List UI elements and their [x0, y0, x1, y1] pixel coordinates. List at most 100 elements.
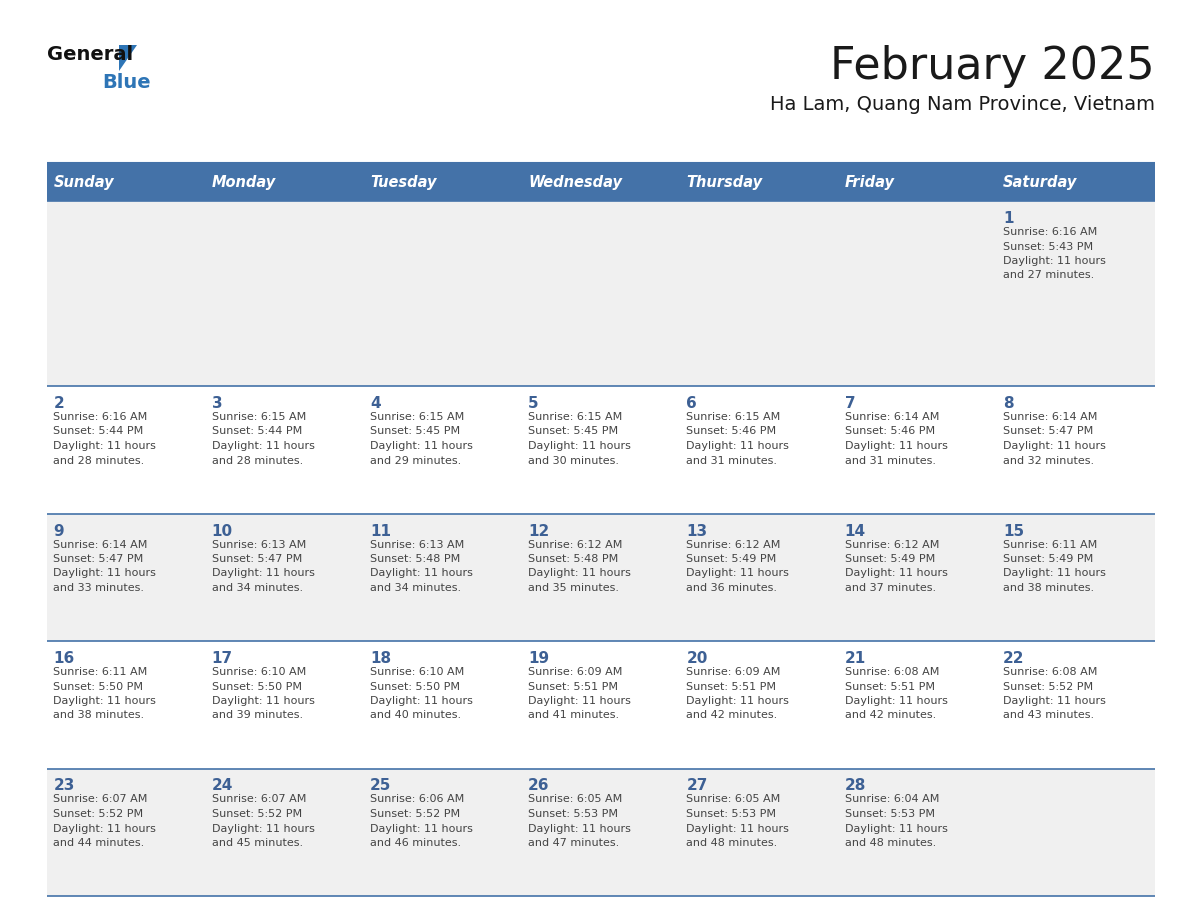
Text: Daylight: 11 hours: Daylight: 11 hours	[53, 823, 156, 834]
Text: 26: 26	[529, 778, 550, 793]
Text: 27: 27	[687, 778, 708, 793]
Text: Sunset: 5:51 PM: Sunset: 5:51 PM	[529, 681, 618, 691]
Text: Daylight: 11 hours: Daylight: 11 hours	[211, 568, 315, 578]
Text: Daylight: 11 hours: Daylight: 11 hours	[529, 696, 631, 706]
Text: and 34 minutes.: and 34 minutes.	[211, 583, 303, 593]
Text: Sunrise: 6:11 AM: Sunrise: 6:11 AM	[1003, 540, 1098, 550]
Bar	[48, 768, 1155, 896]
Text: Sunset: 5:47 PM: Sunset: 5:47 PM	[211, 554, 302, 564]
Text: Daylight: 11 hours: Daylight: 11 hours	[1003, 256, 1106, 266]
Bar	[48, 386, 1155, 513]
Text: Sunday: Sunday	[53, 174, 114, 189]
Text: 2: 2	[53, 396, 64, 411]
Text: and 33 minutes.: and 33 minutes.	[53, 583, 144, 593]
Text: Sunrise: 6:15 AM: Sunrise: 6:15 AM	[687, 412, 781, 422]
Text: 15: 15	[1003, 523, 1024, 539]
Text: Daylight: 11 hours: Daylight: 11 hours	[687, 696, 789, 706]
Text: and 30 minutes.: and 30 minutes.	[529, 455, 619, 465]
Text: Sunset: 5:51 PM: Sunset: 5:51 PM	[845, 681, 935, 691]
Text: Sunrise: 6:08 AM: Sunrise: 6:08 AM	[1003, 667, 1098, 677]
Text: and 41 minutes.: and 41 minutes.	[529, 711, 619, 721]
Text: Sunrise: 6:09 AM: Sunrise: 6:09 AM	[687, 667, 781, 677]
Text: Sunset: 5:46 PM: Sunset: 5:46 PM	[687, 427, 777, 436]
Text: 4: 4	[369, 396, 380, 411]
Text: Daylight: 11 hours: Daylight: 11 hours	[845, 568, 948, 578]
Text: Daylight: 11 hours: Daylight: 11 hours	[687, 568, 789, 578]
Text: 28: 28	[845, 778, 866, 793]
Text: Daylight: 11 hours: Daylight: 11 hours	[1003, 568, 1106, 578]
Text: Sunset: 5:45 PM: Sunset: 5:45 PM	[529, 427, 618, 436]
Text: and 34 minutes.: and 34 minutes.	[369, 583, 461, 593]
Text: Daylight: 11 hours: Daylight: 11 hours	[369, 823, 473, 834]
Text: and 42 minutes.: and 42 minutes.	[845, 711, 936, 721]
Text: 18: 18	[369, 651, 391, 666]
Text: and 27 minutes.: and 27 minutes.	[1003, 271, 1094, 281]
Text: Wednesday: Wednesday	[529, 174, 623, 189]
Text: and 38 minutes.: and 38 minutes.	[1003, 583, 1094, 593]
Text: Daylight: 11 hours: Daylight: 11 hours	[529, 823, 631, 834]
Text: 14: 14	[845, 523, 866, 539]
Text: Sunrise: 6:14 AM: Sunrise: 6:14 AM	[1003, 412, 1098, 422]
Text: Sunset: 5:52 PM: Sunset: 5:52 PM	[369, 809, 460, 819]
Text: 24: 24	[211, 778, 233, 793]
Text: Daylight: 11 hours: Daylight: 11 hours	[53, 696, 156, 706]
Text: 6: 6	[687, 396, 697, 411]
Text: General: General	[48, 45, 133, 64]
Text: Daylight: 11 hours: Daylight: 11 hours	[211, 441, 315, 451]
Text: 10: 10	[211, 523, 233, 539]
Text: 22: 22	[1003, 651, 1024, 666]
Text: Sunrise: 6:07 AM: Sunrise: 6:07 AM	[53, 794, 147, 804]
Text: Sunrise: 6:14 AM: Sunrise: 6:14 AM	[53, 540, 147, 550]
Text: and 32 minutes.: and 32 minutes.	[1003, 455, 1094, 465]
Text: Sunrise: 6:13 AM: Sunrise: 6:13 AM	[211, 540, 305, 550]
Text: Sunset: 5:53 PM: Sunset: 5:53 PM	[845, 809, 935, 819]
Text: Sunrise: 6:14 AM: Sunrise: 6:14 AM	[845, 412, 940, 422]
Text: Sunrise: 6:05 AM: Sunrise: 6:05 AM	[529, 794, 623, 804]
Text: Daylight: 11 hours: Daylight: 11 hours	[687, 441, 789, 451]
Text: Sunrise: 6:13 AM: Sunrise: 6:13 AM	[369, 540, 465, 550]
Text: Daylight: 11 hours: Daylight: 11 hours	[845, 823, 948, 834]
Text: Daylight: 11 hours: Daylight: 11 hours	[529, 441, 631, 451]
Text: 9: 9	[53, 523, 64, 539]
Text: Daylight: 11 hours: Daylight: 11 hours	[369, 568, 473, 578]
Text: Daylight: 11 hours: Daylight: 11 hours	[211, 696, 315, 706]
Text: and 28 minutes.: and 28 minutes.	[211, 455, 303, 465]
Text: Ha Lam, Quang Nam Province, Vietnam: Ha Lam, Quang Nam Province, Vietnam	[770, 95, 1155, 114]
Text: and 36 minutes.: and 36 minutes.	[687, 583, 777, 593]
Text: Sunrise: 6:10 AM: Sunrise: 6:10 AM	[369, 667, 465, 677]
Polygon shape	[119, 45, 137, 71]
Text: Sunset: 5:44 PM: Sunset: 5:44 PM	[211, 427, 302, 436]
Text: Sunrise: 6:15 AM: Sunrise: 6:15 AM	[529, 412, 623, 422]
Text: Sunset: 5:53 PM: Sunset: 5:53 PM	[529, 809, 618, 819]
Text: Sunrise: 6:05 AM: Sunrise: 6:05 AM	[687, 794, 781, 804]
Text: Monday: Monday	[211, 174, 276, 189]
Text: Sunset: 5:45 PM: Sunset: 5:45 PM	[369, 427, 460, 436]
Text: Sunset: 5:52 PM: Sunset: 5:52 PM	[53, 809, 144, 819]
Text: and 47 minutes.: and 47 minutes.	[529, 838, 619, 848]
Text: 5: 5	[529, 396, 539, 411]
Text: Sunset: 5:48 PM: Sunset: 5:48 PM	[369, 554, 460, 564]
Text: Sunset: 5:47 PM: Sunset: 5:47 PM	[53, 554, 144, 564]
Text: Sunset: 5:49 PM: Sunset: 5:49 PM	[1003, 554, 1093, 564]
Bar	[48, 513, 1155, 641]
Text: and 31 minutes.: and 31 minutes.	[687, 455, 777, 465]
Text: 11: 11	[369, 523, 391, 539]
Text: Sunset: 5:52 PM: Sunset: 5:52 PM	[211, 809, 302, 819]
Text: Sunset: 5:44 PM: Sunset: 5:44 PM	[53, 427, 144, 436]
Text: and 35 minutes.: and 35 minutes.	[529, 583, 619, 593]
Text: and 45 minutes.: and 45 minutes.	[211, 838, 303, 848]
Text: Sunrise: 6:12 AM: Sunrise: 6:12 AM	[529, 540, 623, 550]
Text: 1: 1	[1003, 211, 1013, 226]
Text: and 38 minutes.: and 38 minutes.	[53, 711, 145, 721]
Text: Sunrise: 6:12 AM: Sunrise: 6:12 AM	[687, 540, 781, 550]
Text: Sunset: 5:50 PM: Sunset: 5:50 PM	[211, 681, 302, 691]
Text: Daylight: 11 hours: Daylight: 11 hours	[53, 568, 156, 578]
Text: 16: 16	[53, 651, 75, 666]
Text: and 44 minutes.: and 44 minutes.	[53, 838, 145, 848]
Text: Sunset: 5:53 PM: Sunset: 5:53 PM	[687, 809, 777, 819]
Text: 7: 7	[845, 396, 855, 411]
Text: and 37 minutes.: and 37 minutes.	[845, 583, 936, 593]
Text: Daylight: 11 hours: Daylight: 11 hours	[369, 696, 473, 706]
Text: and 28 minutes.: and 28 minutes.	[53, 455, 145, 465]
Text: 17: 17	[211, 651, 233, 666]
